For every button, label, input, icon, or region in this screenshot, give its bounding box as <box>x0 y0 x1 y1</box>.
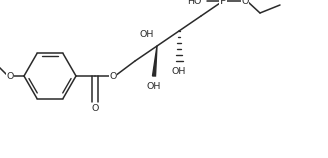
Text: O: O <box>91 103 99 112</box>
Polygon shape <box>153 46 157 76</box>
Text: P: P <box>220 0 226 6</box>
Text: O: O <box>6 72 14 80</box>
Text: HO: HO <box>187 0 201 6</box>
Text: O: O <box>109 72 117 80</box>
Text: OH: OH <box>172 67 186 76</box>
Text: O: O <box>241 0 249 6</box>
Text: OH: OH <box>140 30 154 39</box>
Text: OH: OH <box>147 82 161 91</box>
